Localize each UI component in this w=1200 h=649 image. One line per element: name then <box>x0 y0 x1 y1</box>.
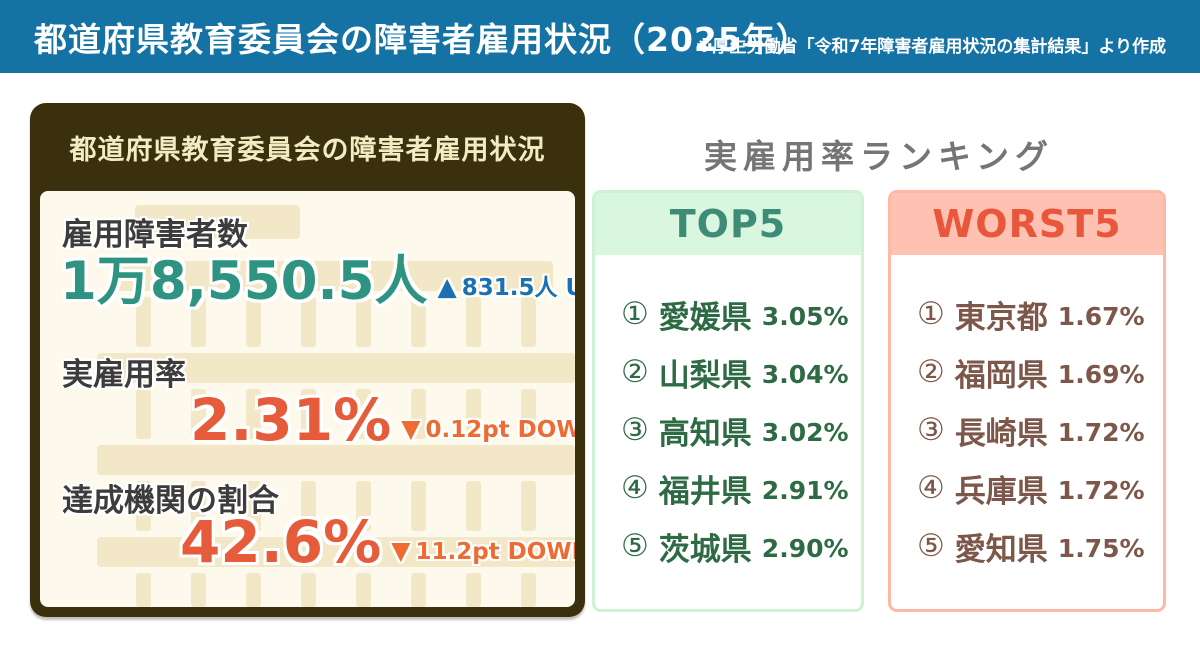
worst5-rank-1: ① 東京都 1.67% <box>891 285 1163 343</box>
metric-achieving-orgs-value: 42.6% <box>180 508 382 576</box>
rank-5-circle-icon: ⑤ <box>917 528 945 564</box>
ranking-title: 実雇用率ランキング <box>703 137 1054 176</box>
rank-1-circle-icon: ① <box>621 296 649 332</box>
metric-employment-rate-change-text: 0.12pt DOWN <box>425 417 575 443</box>
prefecture-name: 愛知県 <box>954 531 1048 568</box>
metric-achieving-orgs-row: 42.6% ▼ 11.2pt DOWN <box>180 513 575 571</box>
metric-achieving-orgs-change-text: 11.2pt DOWN <box>415 539 575 565</box>
rank-3-circle-icon: ③ <box>621 412 649 448</box>
top5-rank-3: ③ 高知県 3.02% <box>595 401 861 459</box>
summary-panel-title: 都道府県教育委員会の障害者雇用状況 <box>69 134 546 166</box>
top5-rank-4: ④ 福井県 2.91% <box>595 459 861 517</box>
top5-rank-2: ② 山梨県 3.04% <box>595 343 861 401</box>
rank-3-circle-icon: ③ <box>917 412 945 448</box>
rank-1-circle-icon: ① <box>917 296 945 332</box>
employment-rate-value: 3.04% <box>761 359 849 389</box>
metric-employment-rate-value: 2.31% <box>190 386 392 454</box>
worst5-heading: WORST5 <box>891 193 1163 255</box>
source-note: ※厚生労働省「令和7年障害者雇用状況の集計結果」より作成 <box>695 37 1166 57</box>
employment-rate-value: 1.67% <box>1057 301 1145 331</box>
prefecture-name: 福井県 <box>658 473 752 510</box>
metric-achieving-orgs-label: 達成機関の割合 <box>62 483 279 519</box>
employment-rate-value: 1.72% <box>1057 475 1145 505</box>
employment-rate-value: 1.69% <box>1057 359 1145 389</box>
employment-rate-value: 1.72% <box>1057 417 1145 447</box>
header-bar: 都道府県教育委員会の障害者雇用状況（2025年） ※厚生労働省「令和7年障害者雇… <box>0 0 1200 73</box>
down-triangle-icon: ▼ <box>401 414 421 443</box>
employment-rate-value: 3.02% <box>761 417 849 447</box>
prefecture-name: 兵庫県 <box>954 473 1048 510</box>
metric-employed-count-row: 1万8,550.5人 ▲831.5人 UP <box>60 255 575 308</box>
down-triangle-icon: ▼ <box>391 536 411 565</box>
metric-employment-rate-change: ▼0.12pt DOWN <box>401 414 575 449</box>
employment-rate-value: 1.75% <box>1057 533 1145 563</box>
summary-panel-content: 雇用障害者数 1万8,550.5人 ▲831.5人 UP 実雇用率 2.31% … <box>40 191 575 607</box>
metric-employment-rate-label: 実雇用率 <box>62 357 186 393</box>
worst5-rank-3: ③ 長崎県 1.72% <box>891 401 1163 459</box>
worst5-rank-4: ④ 兵庫県 1.72% <box>891 459 1163 517</box>
metric-employment-rate-row: 2.31% ▼0.12pt DOWN <box>190 391 575 449</box>
employment-rate-value: 3.05% <box>761 301 849 331</box>
top5-rank-5: ⑤ 茨城県 2.90% <box>595 517 861 575</box>
metric-employed-count-change-text: 831.5人 UP <box>461 275 575 301</box>
rank-4-circle-icon: ④ <box>621 470 649 506</box>
up-triangle-icon: ▲ <box>437 272 457 301</box>
employment-rate-value: 2.90% <box>761 533 849 563</box>
top5-list: ① 愛媛県 3.05% ② 山梨県 3.04% ③ 高知県 3.02% ④ 福井県 2.91% … <box>595 255 861 575</box>
prefecture-name: 高知県 <box>658 415 752 452</box>
rank-5-circle-icon: ⑤ <box>621 528 649 564</box>
prefecture-name: 長崎県 <box>954 415 1048 452</box>
worst5-ranking-card: WORST5 ① 東京都 1.67% ② 福岡県 1.69% ③ 長崎県 1.72% ④ 兵庫… <box>888 190 1166 612</box>
top5-rank-1: ① 愛媛県 3.05% <box>595 285 861 343</box>
summary-panel: 都道府県教育委員会の障害者雇用状況 <box>30 103 585 617</box>
worst5-list: ① 東京都 1.67% ② 福岡県 1.69% ③ 長崎県 1.72% ④ 兵庫県 1.72% … <box>891 255 1163 575</box>
prefecture-name: 東京都 <box>954 299 1048 336</box>
metric-employed-count-label: 雇用障害者数 <box>62 217 248 253</box>
employment-rate-value: 2.91% <box>761 475 849 505</box>
worst5-rank-5: ⑤ 愛知県 1.75% <box>891 517 1163 575</box>
prefecture-name: 山梨県 <box>658 357 752 394</box>
top5-heading: TOP5 <box>595 193 861 255</box>
rank-4-circle-icon: ④ <box>917 470 945 506</box>
metric-achieving-orgs-change: ▼ 11.2pt DOWN <box>391 536 575 571</box>
prefecture-name: 愛媛県 <box>658 299 752 336</box>
rank-2-circle-icon: ② <box>917 354 945 390</box>
worst5-rank-2: ② 福岡県 1.69% <box>891 343 1163 401</box>
top5-ranking-card: TOP5 ① 愛媛県 3.05% ② 山梨県 3.04% ③ 高知県 3.02% ④ 福井県 2… <box>592 190 864 612</box>
prefecture-name: 茨城県 <box>658 531 752 568</box>
prefecture-name: 福岡県 <box>954 357 1048 394</box>
rank-2-circle-icon: ② <box>621 354 649 390</box>
metric-employed-count-value: 1万8,550.5人 <box>60 251 428 312</box>
metric-employed-count-change: ▲831.5人 UP <box>438 268 575 308</box>
page-title: 都道府県教育委員会の障害者雇用状況（2025年） <box>34 19 810 59</box>
